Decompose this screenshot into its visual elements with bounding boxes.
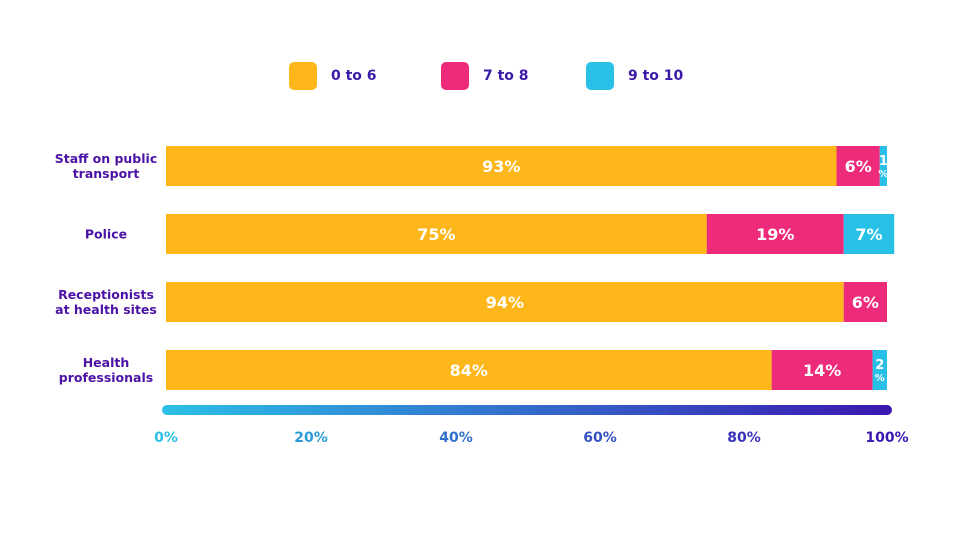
legend-label-0-to-6: 0 to 6 bbox=[331, 68, 377, 84]
data-label: 75% bbox=[417, 225, 455, 244]
data-label: % bbox=[878, 169, 888, 180]
category-label: Staff on public bbox=[55, 151, 158, 166]
x-axis-bar bbox=[162, 405, 892, 415]
x-tick-label: 20% bbox=[294, 430, 328, 446]
bar-segment-0-to-6 bbox=[166, 350, 772, 390]
data-label: 7% bbox=[855, 225, 882, 244]
legend-label-7-to-8: 7 to 8 bbox=[483, 68, 529, 84]
bar-segment-9-to-10 bbox=[879, 146, 887, 186]
bar-segment-7-to-8 bbox=[843, 282, 887, 322]
x-tick-label: 60% bbox=[583, 430, 617, 446]
bar-segment-7-to-8 bbox=[836, 146, 880, 186]
data-label: 94% bbox=[486, 293, 524, 312]
legend-swatch-0-to-6 bbox=[289, 62, 317, 90]
data-label: % bbox=[875, 373, 885, 384]
legend-label-9-to-10: 9 to 10 bbox=[628, 68, 684, 84]
data-label: 2 bbox=[875, 358, 884, 373]
x-tick-label: 100% bbox=[865, 430, 908, 446]
x-tick-label: 0% bbox=[154, 430, 178, 446]
category-label: Receptionists bbox=[58, 287, 154, 302]
data-label: 14% bbox=[803, 361, 841, 380]
legend: 0 to 6 7 to 8 9 to 10 bbox=[0, 0, 964, 120]
data-label: 1 bbox=[879, 154, 888, 169]
category-label: Health bbox=[83, 355, 130, 370]
data-label: 19% bbox=[756, 225, 794, 244]
legend-item-0-to-6: 0 to 6 bbox=[289, 61, 377, 91]
data-label: 6% bbox=[845, 157, 872, 176]
legend-item-9-to-10: 9 to 10 bbox=[586, 61, 683, 91]
bar-segment-0-to-6 bbox=[166, 214, 707, 254]
bar-segment-7-to-8 bbox=[771, 350, 873, 390]
category-label: professionals bbox=[59, 370, 153, 385]
bar-segment-9-to-10 bbox=[872, 350, 887, 390]
legend-swatch-7-to-8 bbox=[441, 62, 469, 90]
x-tick-label: 40% bbox=[439, 430, 473, 446]
category-label: Police bbox=[85, 227, 127, 242]
category-label: at health sites bbox=[55, 302, 157, 317]
data-label: 6% bbox=[852, 293, 879, 312]
legend-item-7-to-8: 7 to 8 bbox=[441, 61, 529, 91]
bar-segment-7-to-8 bbox=[706, 214, 844, 254]
data-label: 93% bbox=[482, 157, 520, 176]
legend-swatch-9-to-10 bbox=[586, 62, 614, 90]
bar-segment-0-to-6 bbox=[166, 146, 837, 186]
bar-segment-9-to-10 bbox=[843, 214, 895, 254]
data-label: 84% bbox=[450, 361, 488, 380]
bar-segment-0-to-6 bbox=[166, 282, 844, 322]
category-label: transport bbox=[73, 166, 140, 181]
x-tick-label: 80% bbox=[727, 430, 761, 446]
